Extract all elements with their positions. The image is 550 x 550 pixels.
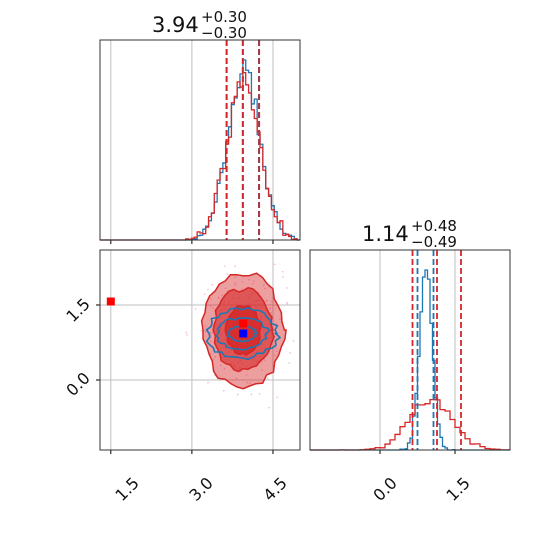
- joint-marker-red-left: [106, 297, 115, 306]
- joint-scatter-point: [273, 263, 276, 266]
- marginal-y-x-tick-label-1: 0.0: [369, 473, 400, 504]
- marginal-y-title-minus: −0.49: [411, 233, 457, 251]
- joint-x-tick-label-1: 1.5: [111, 473, 142, 504]
- joint-scatter-point: [281, 270, 284, 273]
- joint-panel: [96, 249, 301, 454]
- marginal-y-title-value: 1.14: [362, 222, 409, 246]
- joint-scatter-point: [268, 406, 270, 409]
- joint-scatter-point: [241, 281, 244, 283]
- joint-scatter-point: [265, 300, 268, 302]
- marginal-x-hist-series_a: [100, 59, 300, 241]
- joint-scatter-point: [271, 300, 273, 303]
- joint-scatter-point: [276, 350, 278, 353]
- joint-marker-red-center: [239, 319, 248, 328]
- joint-scatter-point: [250, 393, 253, 396]
- joint-x-tick-label-3: 4.5: [259, 473, 290, 504]
- joint-scatter-point: [292, 340, 295, 342]
- joint-scatter-point: [207, 288, 209, 291]
- joint-scatter-point: [234, 265, 236, 267]
- joint-scatter-point: [289, 352, 291, 354]
- joint-scatter-point: [263, 359, 266, 361]
- joint-scatter-point: [266, 377, 269, 380]
- joint-scatter-point: [264, 287, 266, 290]
- joint-scatter-point: [222, 389, 225, 392]
- joint-scatter-point: [286, 287, 288, 289]
- joint-scatter-point: [282, 276, 284, 278]
- joint-frame: [99, 249, 301, 451]
- joint-scatter-point: [224, 265, 226, 267]
- joint-x-tick-label-2: 3.0: [185, 473, 216, 504]
- joint-scatter-point: [269, 306, 271, 309]
- marginal-y-title: 1.14 +0.48 −0.49: [362, 217, 457, 251]
- joint-scatter-point: [253, 280, 255, 282]
- joint-scatter-point: [234, 282, 237, 284]
- joint-scatter-point: [249, 382, 251, 385]
- joint-scatter-point: [209, 353, 212, 355]
- joint-scatter-point: [241, 288, 243, 290]
- joint-scatter-point: [262, 284, 265, 287]
- joint-scatter-point: [236, 393, 239, 396]
- joint-y-tick-label-2: 0.0: [62, 368, 93, 399]
- joint-scatter-point: [211, 331, 214, 334]
- joint-scatter-point: [269, 308, 272, 310]
- joint-scatter-point: [288, 362, 291, 364]
- joint-y-tick-label-1: 1.5: [62, 294, 93, 325]
- joint-contour-blue-3: [226, 325, 259, 343]
- joint-scatter-point: [185, 331, 188, 334]
- joint-scatter-point: [286, 301, 288, 304]
- joint-scatter-point: [200, 329, 203, 332]
- joint-contour-blue-2: [215, 317, 271, 351]
- marginal-x-hist-series_b: [100, 71, 300, 241]
- joint-scatter-point: [234, 276, 237, 278]
- joint-scatter-point: [219, 364, 222, 367]
- joint-scatter-point: [274, 354, 276, 357]
- marginal-x-title-value: 3.94: [152, 13, 199, 37]
- joint-scatter-point: [194, 308, 197, 310]
- joint-marker-blue-center: [239, 329, 248, 338]
- joint-scatter-point: [248, 278, 250, 281]
- joint-scatter-point: [204, 330, 207, 333]
- marginal-x-frame: [99, 39, 301, 241]
- joint-scatter-point: [260, 361, 262, 363]
- joint-scatter-point: [245, 374, 248, 376]
- joint-scatter-point: [221, 294, 224, 297]
- marginal-x-title-minus: −0.30: [201, 24, 247, 42]
- joint-scatter-point: [270, 312, 272, 314]
- joint-scatter-point: [275, 347, 277, 349]
- joint-scatter-point: [207, 381, 209, 384]
- marginal-y-frame: [309, 249, 511, 451]
- marginal-x-panel: [99, 39, 301, 244]
- joint-scatter-point: [223, 367, 226, 370]
- joint-scatter-point: [210, 298, 212, 300]
- joint-scatter-point: [279, 318, 281, 321]
- joint-scatter-point: [258, 392, 261, 395]
- joint-scatter-point: [214, 356, 217, 358]
- joint-scatter-point: [286, 302, 289, 305]
- joint-scatter-point: [224, 287, 227, 289]
- joint-scatter-point: [276, 396, 278, 399]
- joint-scatter-point: [209, 305, 212, 307]
- marginal-y-x-tick-label-2: 1.5: [442, 473, 473, 504]
- joint-scatter-point: [186, 334, 188, 336]
- marginal-y-panel: [309, 249, 511, 454]
- joint-scatter-point: [212, 307, 214, 310]
- joint-scatter-point: [234, 284, 236, 286]
- joint-scatter-point: [246, 381, 248, 384]
- joint-scatter-point: [217, 296, 220, 299]
- joint-scatter-point: [252, 282, 254, 285]
- joint-scatter-point: [235, 377, 238, 380]
- joint-scatter-point: [212, 358, 214, 361]
- joint-scatter-point: [203, 293, 206, 295]
- joint-scatter-point: [261, 369, 264, 371]
- joint-scatter-point: [209, 340, 212, 343]
- joint-scatter-point: [226, 273, 229, 275]
- joint-scatter-point: [211, 283, 214, 286]
- joint-scatter-point: [204, 325, 207, 327]
- marginal-x-title-plus: +0.30: [201, 8, 247, 26]
- marginal-x-title: 3.94 +0.30 −0.30: [152, 8, 247, 42]
- marginal-y-title-plus: +0.48: [411, 217, 457, 235]
- joint-contour-blue-1: [205, 306, 282, 361]
